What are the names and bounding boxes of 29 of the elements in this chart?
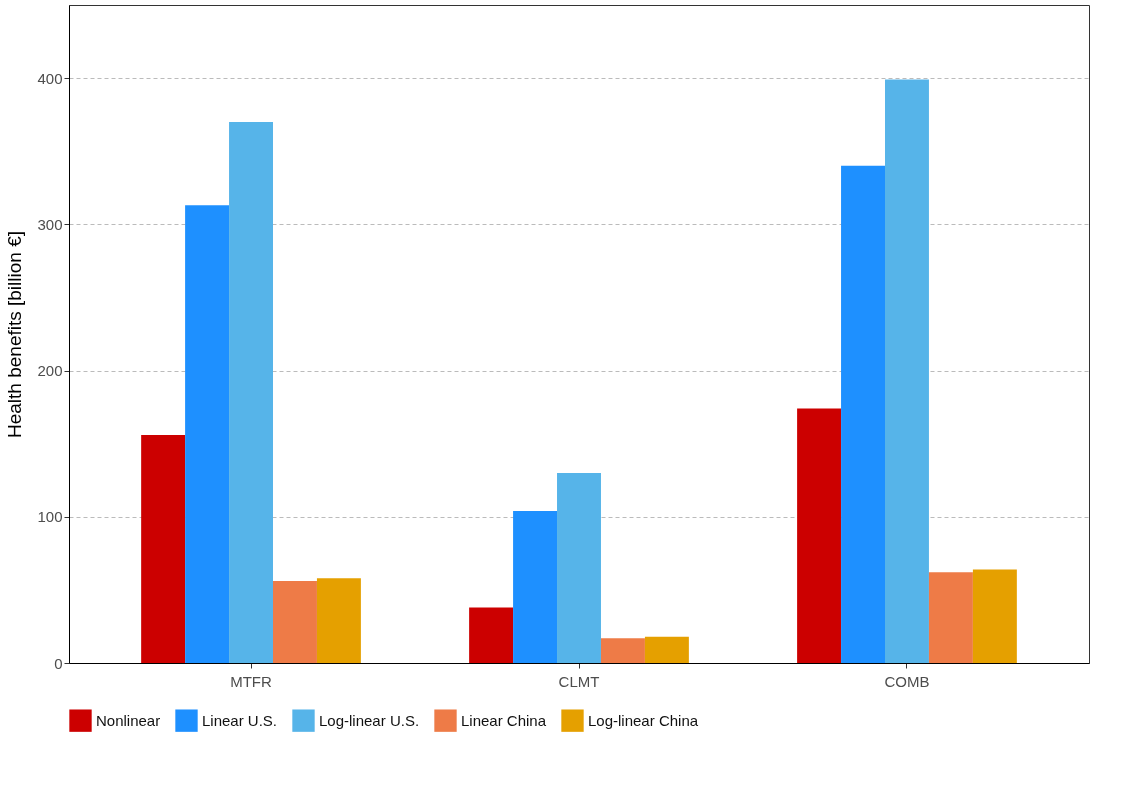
y-tick-label: 0 [54, 654, 63, 672]
y-tick-label: 300 [37, 215, 63, 233]
x-tick-label: MTFR [230, 672, 273, 690]
legend-label: Log-linear U.S. [319, 711, 420, 729]
bar [185, 205, 230, 663]
bar [644, 636, 689, 663]
legend-label: Nonlinear [96, 711, 161, 729]
y-tick-label: 200 [37, 362, 63, 380]
y-axis-title: Health benefits [billion €] [4, 230, 26, 439]
bar [513, 510, 558, 663]
bar [841, 165, 885, 663]
y-tick-label: 400 [37, 69, 63, 87]
bar [141, 434, 186, 663]
bar [469, 607, 514, 663]
legend-label: Linear China [461, 711, 547, 729]
bar [316, 578, 361, 663]
x-tick-label: COMB [884, 672, 930, 690]
bar [600, 638, 645, 663]
bar [972, 569, 1017, 663]
bar [273, 581, 317, 663]
bar [229, 121, 273, 663]
bar [928, 572, 973, 663]
x-tick-label: CLMT [558, 672, 600, 690]
legend-label: Log-linear China [588, 711, 699, 729]
y-tick-label: 100 [37, 508, 63, 526]
bar [797, 408, 842, 663]
legend-label: Linear U.S. [202, 711, 278, 729]
bar [557, 472, 601, 663]
bar [885, 79, 929, 663]
